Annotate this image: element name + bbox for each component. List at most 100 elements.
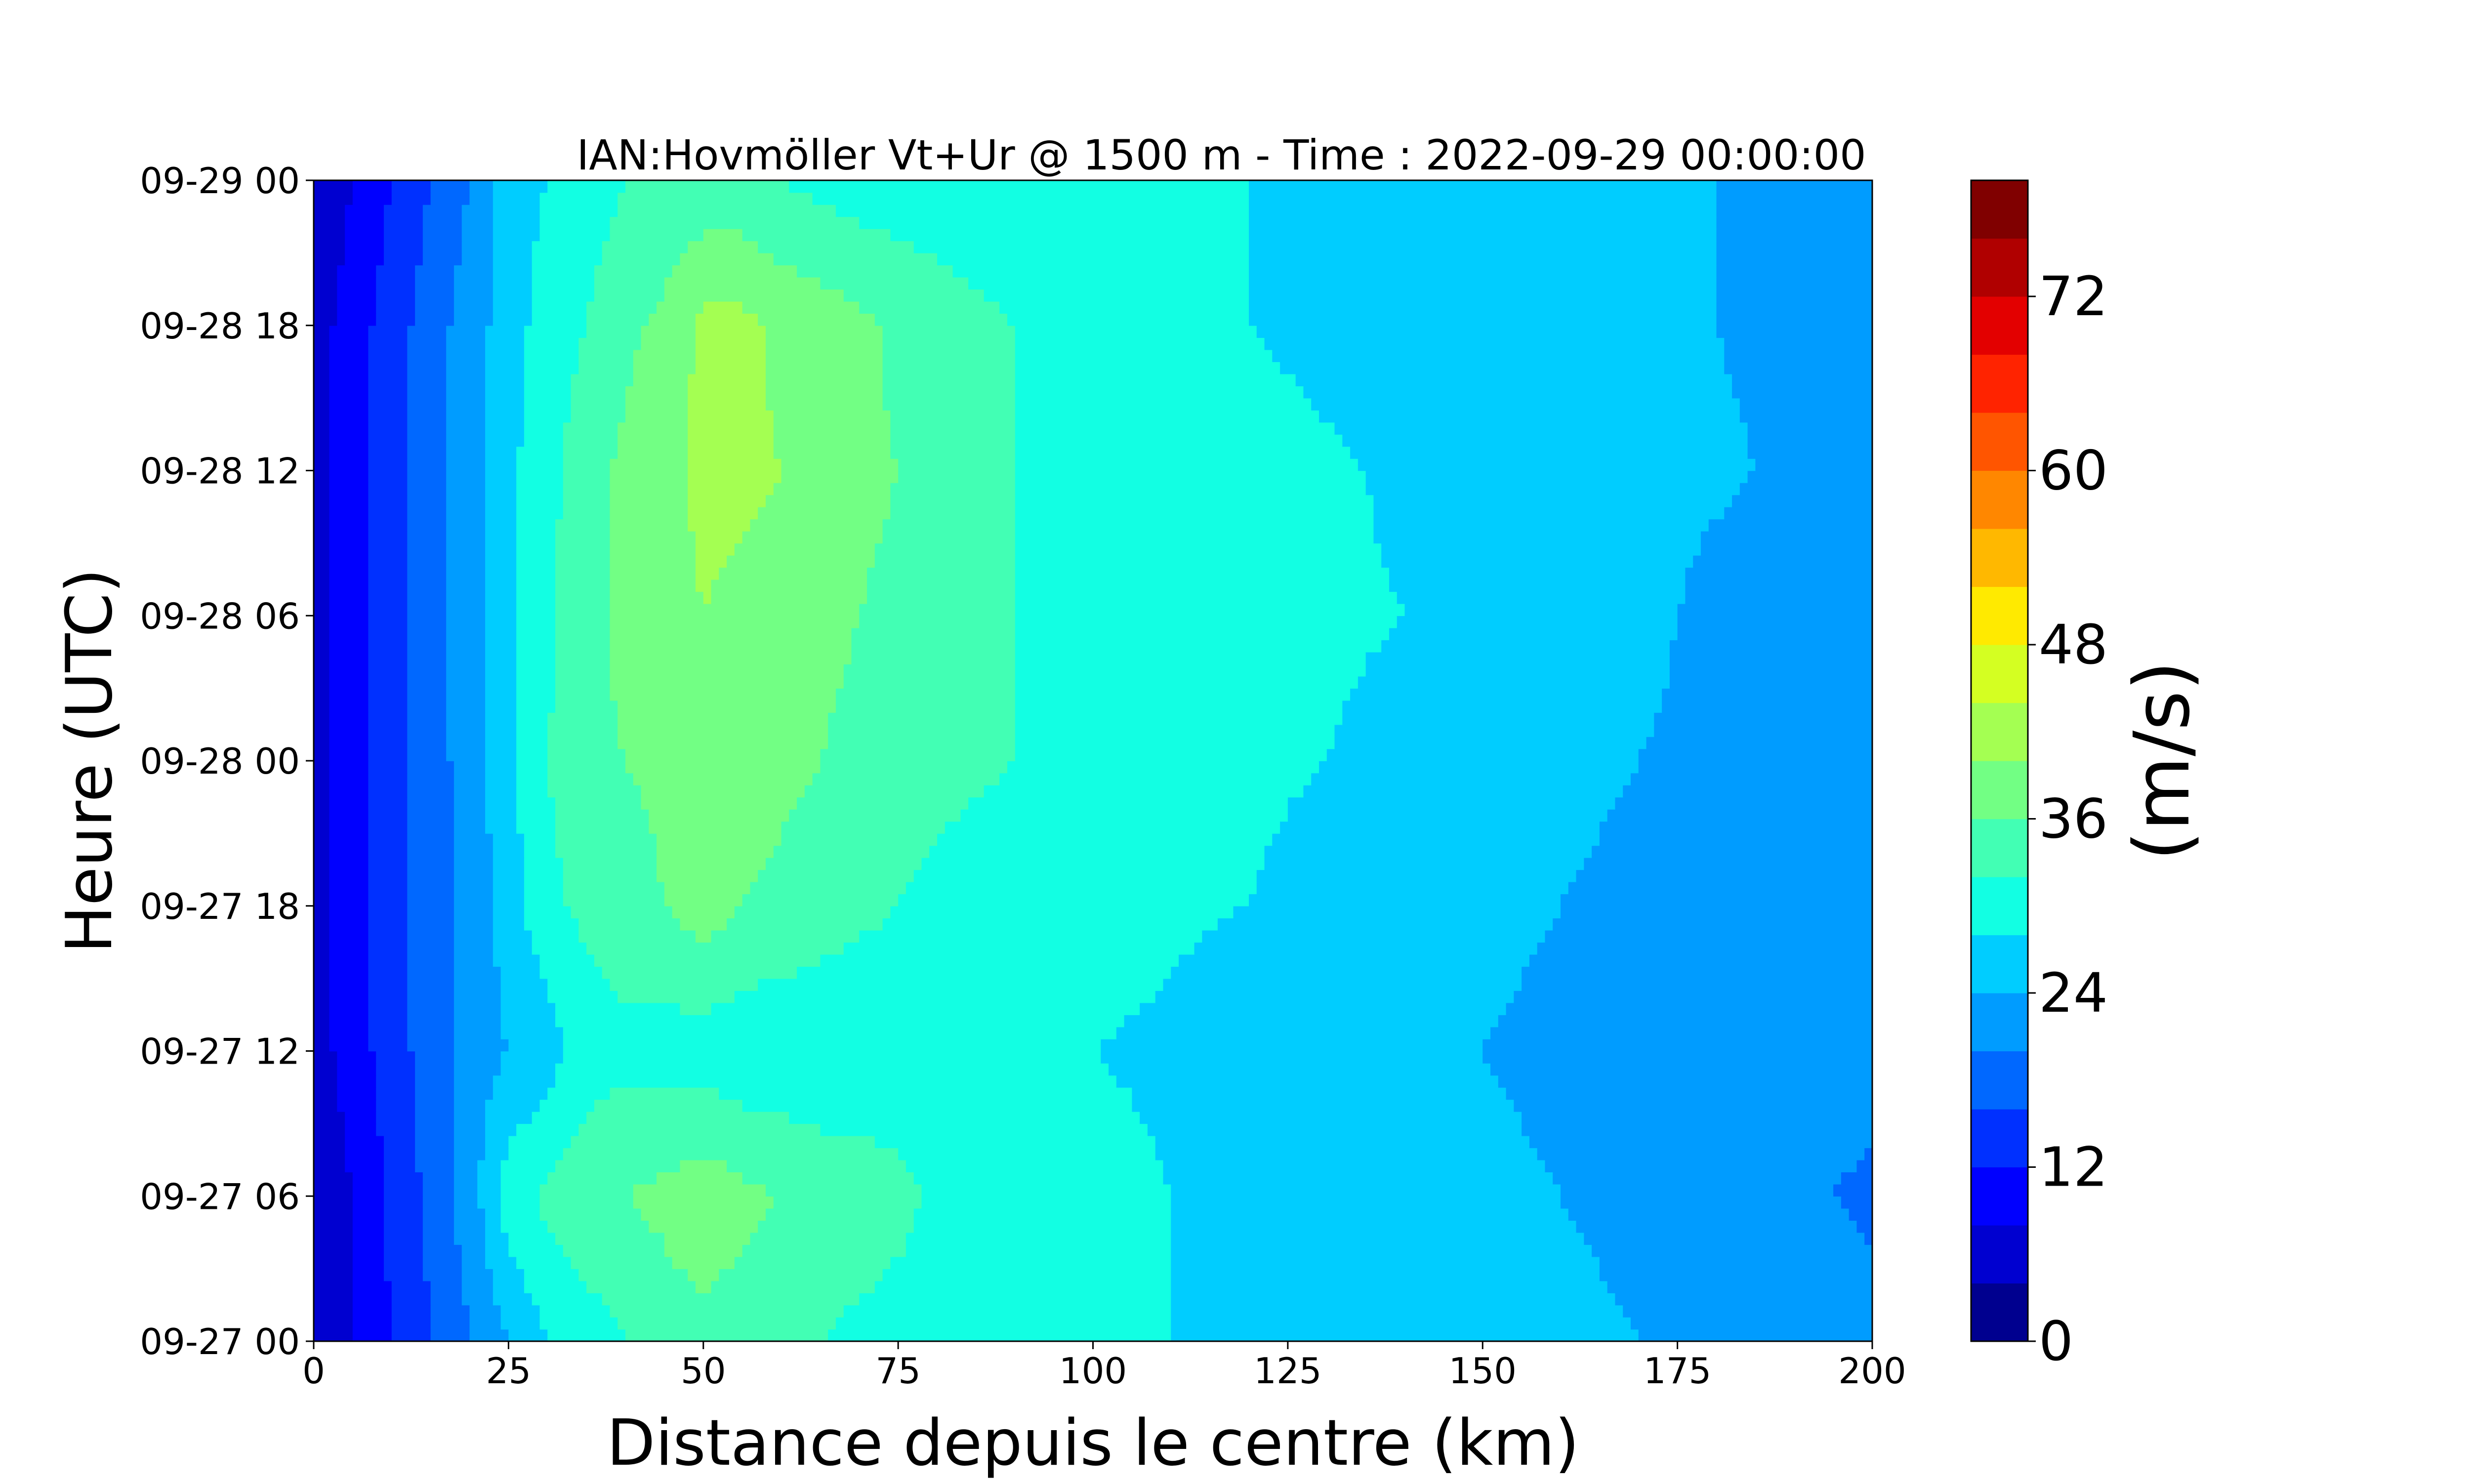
contour-cell [415,301,454,314]
contour-cell [368,337,408,350]
contour-cell [765,857,922,870]
contour-cell [314,1329,353,1341]
contour-cell [368,506,408,520]
contour-cell [376,1051,415,1064]
contour-cell [407,325,447,338]
contour-cell [563,1039,1102,1052]
contour-cell [773,252,938,266]
contour-cell [368,325,408,338]
contour-cell [453,1075,494,1088]
contour-cell [1373,531,1701,544]
contour-cell [352,1293,392,1306]
contour-cell [890,434,1016,447]
contour-cell [314,1293,353,1306]
contour-cell [329,506,369,520]
contour-cell [446,688,486,701]
contour-cell [407,881,454,895]
contour-cell [485,422,525,435]
contour-cell [1140,1111,1522,1124]
contour-cell [368,579,408,592]
contour-cell [314,1111,345,1124]
contour-cell [555,652,611,664]
contour-cell [314,567,330,580]
contour-cell [516,616,556,628]
contour-cell [1669,652,1872,664]
contour-cell [1272,349,1725,362]
contour-cell [352,180,392,193]
contour-cell [407,422,447,435]
contour-cell [368,966,408,979]
contour-cell [329,821,369,834]
contour-cell [368,797,408,810]
contour-cell [727,555,875,568]
contour-cell [1015,627,1390,641]
contour-cell [329,688,369,701]
contour-cell [368,519,408,532]
contour-cell [1545,930,1872,943]
contour-cell [485,748,517,761]
contour-cell [695,531,743,544]
contour-cell [781,821,946,834]
contour-cell [314,1269,353,1281]
contour-cell [1654,724,1872,737]
contour-cell [453,1111,486,1124]
contour-cell [586,313,650,326]
contour-cell [1015,591,1398,604]
contour-cell [314,1123,345,1136]
contour-cell [337,277,376,290]
contour-cell [368,398,408,411]
contour-cell [352,1244,384,1257]
contour-cell [493,1075,556,1088]
contour-cell [368,531,408,544]
contour-cell [352,1269,384,1281]
contour-cell [368,809,408,822]
contour-cell [516,797,556,810]
contour-cell [657,869,758,882]
contour-cell [610,616,860,628]
contour-cell [314,1256,353,1269]
contour-cell [446,422,486,435]
contour-cell [1724,506,1872,520]
contour-cell [422,1184,454,1197]
y-axis: 09-27 00 09-27 06 09-27 12 09-27 18 09-28 00… [140,160,314,1362]
contour-cell [1561,1196,1842,1209]
contour-cell [843,664,1016,677]
contour-cell [485,1244,509,1257]
contour-cell [524,1280,587,1293]
plot-area [314,180,1872,1341]
contour-cell [415,1051,454,1064]
contour-cell [446,543,486,556]
contour-cell [461,204,494,217]
contour-cell [453,1220,486,1233]
contour-cell [314,252,345,266]
contour-cell [314,495,330,507]
colorbar-swatch [1971,1109,2028,1168]
contour-cell [345,1135,384,1149]
contour-cell [314,506,330,520]
contour-cell [1280,362,1725,374]
contour-cell [407,640,447,653]
contour-cell [610,579,696,592]
contour-cell [859,603,1016,617]
contour-cell [368,482,408,495]
contour-cell [688,495,766,507]
contour-cell [797,966,1172,979]
contour-cell [430,1280,462,1293]
contour-cell [368,603,408,617]
contour-cell [500,1015,556,1028]
contour-cell [453,301,494,314]
contour-cell [1015,506,1374,520]
contour-cell [633,1196,774,1209]
contour-cell [1171,1305,1623,1318]
contour-cell [1334,737,1647,749]
contour-cell [485,797,517,810]
contour-cell [1171,1220,1577,1233]
contour-cell [407,700,447,713]
contour-cell [1630,773,1872,785]
contour-cell [765,1184,922,1197]
contour-cell [485,737,517,749]
contour-cell [446,398,486,411]
contour-cell [610,640,852,653]
contour-cell [446,531,486,544]
contour-cell [415,313,454,326]
